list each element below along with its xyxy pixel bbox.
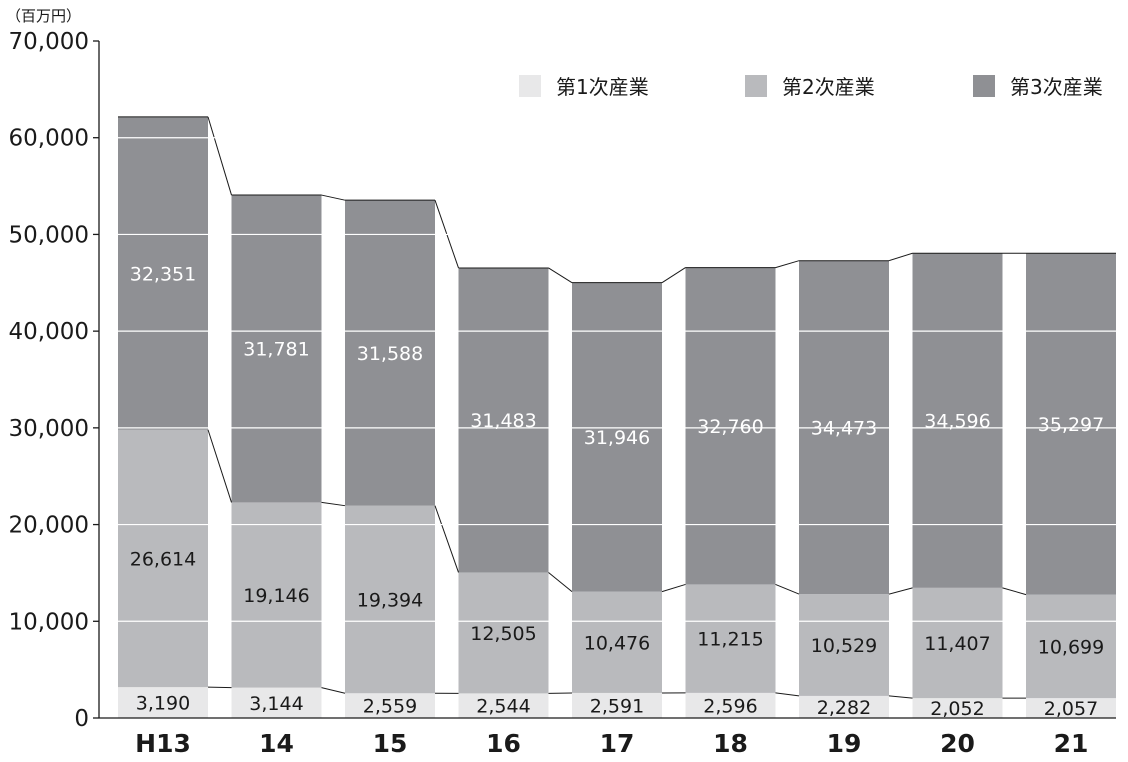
legend-label: 第3次産業 — [1010, 75, 1103, 99]
connector-line — [322, 195, 346, 200]
value-label: 11,407 — [924, 633, 990, 655]
value-label: 34,596 — [924, 411, 990, 433]
x-tick-label: 19 — [827, 729, 862, 758]
y-tick-label: 20,000 — [9, 513, 89, 539]
value-label: 19,146 — [243, 585, 309, 607]
y-axis-unit-label: （百万円） — [6, 7, 81, 25]
y-tick-label: 50,000 — [9, 222, 89, 248]
value-label: 32,760 — [697, 416, 763, 438]
x-tick-label: 18 — [713, 729, 748, 758]
connector-line — [1003, 588, 1027, 595]
value-label: 11,215 — [697, 629, 763, 651]
connector-line — [776, 261, 800, 268]
value-label: 32,351 — [130, 263, 196, 285]
legend-label: 第2次産業 — [782, 75, 875, 99]
y-tick-label: 70,000 — [9, 29, 89, 55]
x-tick-label: 14 — [259, 729, 294, 758]
connector-line — [322, 688, 346, 694]
value-label: 3,144 — [249, 693, 303, 715]
value-label: 31,946 — [584, 427, 650, 449]
connector-line — [776, 693, 800, 696]
x-tick-label: 20 — [940, 729, 975, 758]
value-label: 26,614 — [130, 548, 196, 570]
value-label: 31,483 — [470, 410, 536, 432]
value-label: 2,282 — [817, 697, 871, 719]
value-label: 34,473 — [811, 417, 877, 439]
connector-line — [435, 506, 459, 573]
connector-line — [208, 430, 232, 503]
x-tick-label: 21 — [1054, 729, 1089, 758]
legend-label: 第1次産業 — [556, 75, 649, 99]
value-label: 3,190 — [136, 693, 190, 715]
value-label: 2,596 — [703, 695, 757, 717]
legend-swatch-3 — [973, 75, 995, 97]
value-label: 2,052 — [930, 698, 984, 720]
y-tick-label: 10,000 — [9, 609, 89, 635]
y-tick-label: 60,000 — [9, 126, 89, 152]
x-tick-label: H13 — [135, 729, 191, 758]
value-label: 2,057 — [1044, 698, 1098, 720]
value-label: 12,505 — [470, 623, 536, 645]
connector-line — [322, 502, 346, 505]
value-label: 35,297 — [1038, 414, 1104, 436]
y-axis: 0 10,000 20,000 30,000 40,000 50,000 60,000 70,… — [9, 29, 99, 732]
x-tick-label: 17 — [600, 729, 635, 758]
value-label: 2,591 — [590, 695, 644, 717]
x-tick-label: 15 — [373, 729, 408, 758]
value-label: 10,476 — [584, 632, 650, 654]
value-label: 31,781 — [243, 339, 309, 361]
value-label: 31,588 — [357, 343, 423, 365]
value-label: 10,529 — [811, 635, 877, 657]
connector-line — [662, 268, 686, 283]
connector-line — [662, 584, 686, 591]
connector-line — [776, 584, 800, 594]
value-label: 19,394 — [357, 589, 423, 611]
connector-line — [889, 588, 913, 594]
connector-line — [549, 572, 573, 591]
legend-swatch-1 — [519, 75, 541, 97]
connector-line — [549, 268, 573, 283]
value-label: 2,559 — [363, 696, 417, 718]
connector-line — [208, 117, 232, 195]
connector-line — [889, 253, 913, 260]
y-tick-label: 30,000 — [9, 416, 89, 442]
value-label: 10,699 — [1038, 636, 1104, 658]
legend: 第1次産業 第2次産業 第3次産業 — [519, 75, 1103, 99]
x-axis: H13 14 15 16 17 18 19 20 21 — [99, 718, 1116, 758]
y-tick-label: 40,000 — [9, 319, 89, 345]
connector-line — [889, 696, 913, 698]
value-label: 2,544 — [476, 696, 530, 718]
y-tick-label: 0 — [74, 706, 89, 732]
x-tick-label: 16 — [486, 729, 521, 758]
legend-swatch-2 — [745, 75, 767, 97]
